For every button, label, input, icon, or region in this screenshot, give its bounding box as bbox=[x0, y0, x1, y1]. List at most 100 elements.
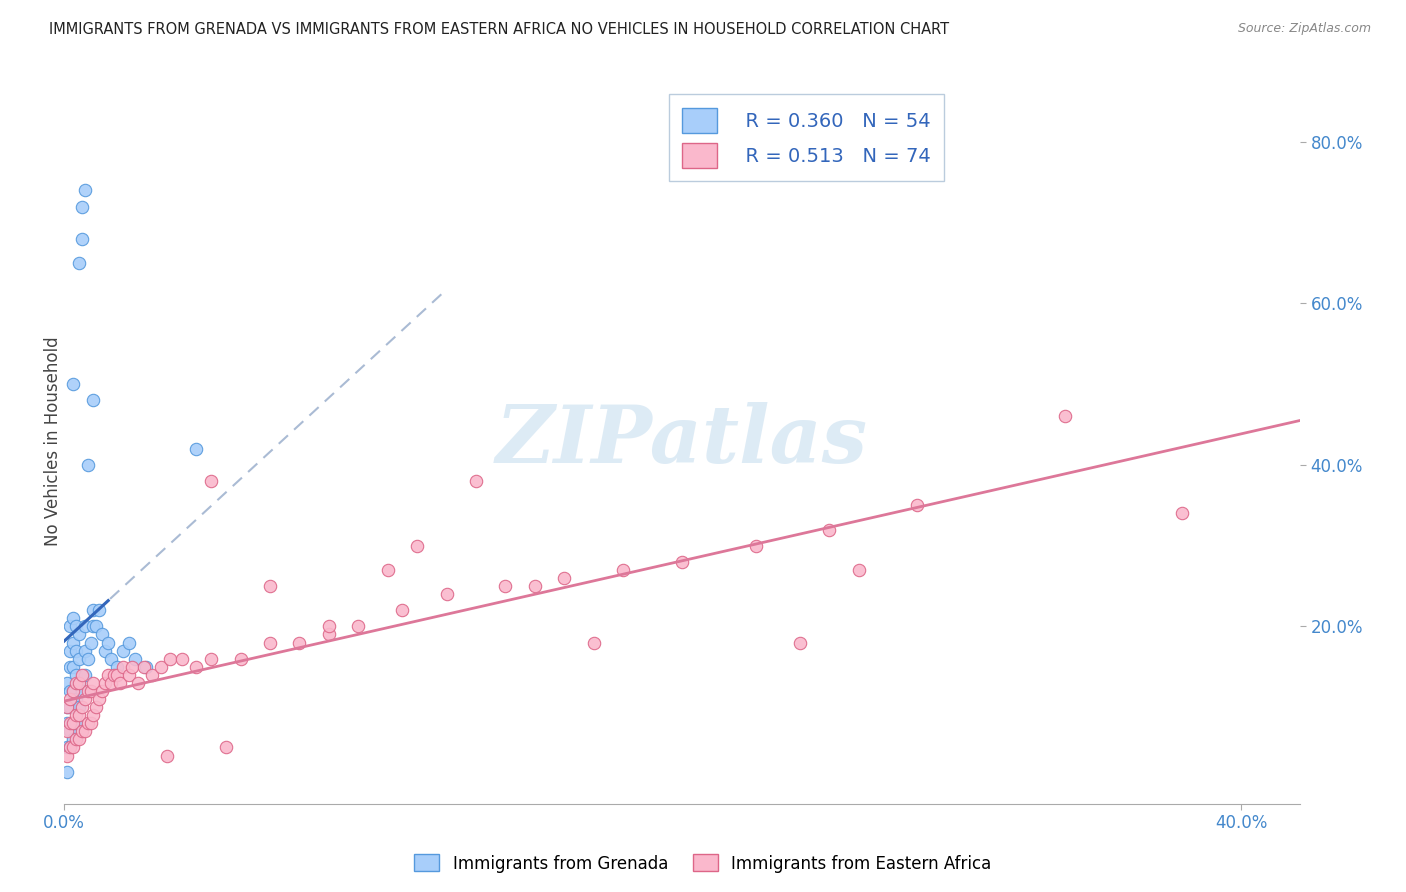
Point bbox=[89, 603, 111, 617]
Point bbox=[76, 458, 98, 472]
Point bbox=[907, 498, 929, 512]
Point bbox=[89, 692, 111, 706]
Point bbox=[70, 684, 93, 698]
Point bbox=[82, 603, 104, 617]
Point bbox=[67, 676, 90, 690]
Text: Source: ZipAtlas.com: Source: ZipAtlas.com bbox=[1237, 22, 1371, 36]
Point bbox=[65, 668, 87, 682]
Point bbox=[200, 474, 222, 488]
Point bbox=[73, 643, 96, 657]
Point bbox=[62, 716, 84, 731]
Point bbox=[259, 579, 281, 593]
Point bbox=[121, 659, 143, 673]
Point bbox=[67, 627, 90, 641]
Point bbox=[59, 684, 82, 698]
Point bbox=[65, 676, 87, 690]
Point bbox=[65, 643, 87, 657]
Text: ZIPatlas: ZIPatlas bbox=[496, 402, 868, 480]
Point bbox=[59, 643, 82, 657]
Point bbox=[67, 676, 90, 690]
Point bbox=[76, 651, 98, 665]
Point bbox=[97, 635, 120, 649]
Point bbox=[200, 651, 222, 665]
Point bbox=[377, 563, 399, 577]
Point bbox=[229, 651, 252, 665]
Point bbox=[65, 716, 87, 731]
Point bbox=[523, 579, 546, 593]
Point bbox=[59, 716, 82, 731]
Point bbox=[62, 684, 84, 698]
Point bbox=[318, 627, 340, 641]
Point bbox=[1053, 409, 1076, 424]
Point bbox=[553, 571, 575, 585]
Point bbox=[391, 603, 413, 617]
Point bbox=[62, 716, 84, 731]
Point bbox=[62, 659, 84, 673]
Point bbox=[67, 708, 90, 723]
Point bbox=[156, 748, 179, 763]
Point bbox=[56, 724, 79, 739]
Point bbox=[124, 651, 146, 665]
Point bbox=[59, 700, 82, 714]
Point bbox=[73, 724, 96, 739]
Point bbox=[150, 659, 173, 673]
Point bbox=[65, 692, 87, 706]
Point bbox=[105, 659, 128, 673]
Point bbox=[70, 668, 93, 682]
Point bbox=[82, 393, 104, 408]
Point bbox=[91, 627, 114, 641]
Point bbox=[100, 676, 122, 690]
Point bbox=[118, 668, 141, 682]
Point bbox=[86, 700, 108, 714]
Point bbox=[132, 659, 155, 673]
Point bbox=[62, 377, 84, 392]
Point bbox=[59, 740, 82, 755]
Point bbox=[82, 708, 104, 723]
Text: IMMIGRANTS FROM GRENADA VS IMMIGRANTS FROM EASTERN AFRICA NO VEHICLES IN HOUSEHO: IMMIGRANTS FROM GRENADA VS IMMIGRANTS FR… bbox=[49, 22, 949, 37]
Point bbox=[288, 635, 311, 649]
Point bbox=[86, 619, 108, 633]
Point bbox=[186, 659, 208, 673]
Point bbox=[56, 748, 79, 763]
Point bbox=[347, 619, 370, 633]
Point bbox=[67, 256, 90, 270]
Point bbox=[118, 635, 141, 649]
Point bbox=[59, 740, 82, 755]
Point bbox=[848, 563, 870, 577]
Point bbox=[818, 523, 841, 537]
Point bbox=[406, 539, 429, 553]
Point bbox=[671, 555, 693, 569]
Point bbox=[59, 659, 82, 673]
Point bbox=[111, 643, 134, 657]
Point bbox=[65, 732, 87, 747]
Point bbox=[108, 676, 131, 690]
Point bbox=[465, 474, 488, 488]
Point bbox=[582, 635, 605, 649]
Point bbox=[318, 619, 340, 633]
Point bbox=[105, 668, 128, 682]
Point bbox=[67, 732, 90, 747]
Point bbox=[127, 676, 149, 690]
Point bbox=[170, 651, 193, 665]
Point bbox=[91, 684, 114, 698]
Point bbox=[111, 659, 134, 673]
Point bbox=[94, 676, 117, 690]
Point bbox=[70, 200, 93, 214]
Point bbox=[494, 579, 516, 593]
Point bbox=[73, 184, 96, 198]
Point bbox=[56, 700, 79, 714]
Point bbox=[73, 692, 96, 706]
Point bbox=[59, 619, 82, 633]
Point bbox=[62, 635, 84, 649]
Point bbox=[789, 635, 811, 649]
Y-axis label: No Vehicles in Household: No Vehicles in Household bbox=[44, 336, 62, 546]
Point bbox=[70, 700, 93, 714]
Point bbox=[70, 232, 93, 246]
Point bbox=[612, 563, 634, 577]
Point bbox=[67, 700, 90, 714]
Point bbox=[76, 716, 98, 731]
Point bbox=[65, 619, 87, 633]
Point bbox=[56, 716, 79, 731]
Point bbox=[73, 619, 96, 633]
Point bbox=[59, 724, 82, 739]
